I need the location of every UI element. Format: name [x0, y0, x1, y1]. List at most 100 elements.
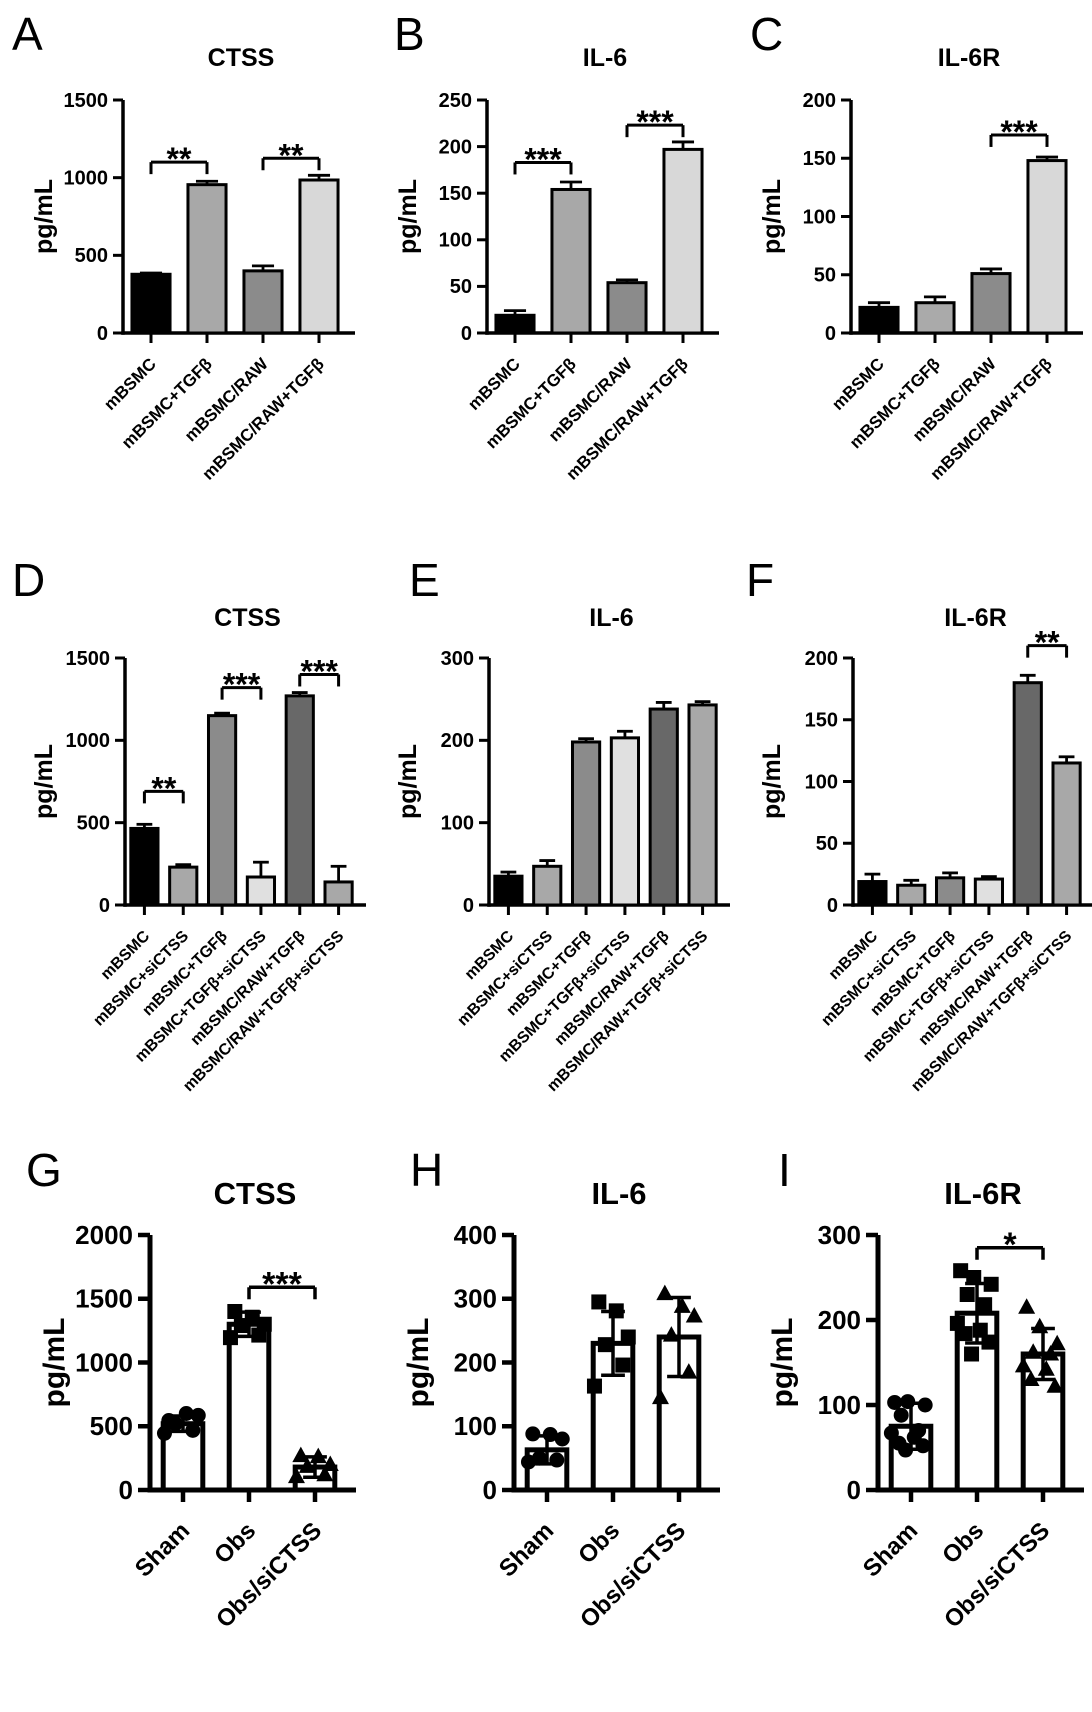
y-tick-label: 2000 [75, 1220, 133, 1250]
bar-mBSMC [494, 313, 536, 335]
bar-mBSMC+TGFβ [570, 740, 602, 907]
bar-mBSMC+TGFβ+siCTSS [609, 736, 641, 907]
data-point-circle [883, 1425, 899, 1441]
y-tick-label: 1000 [75, 1347, 133, 1377]
data-point-square [251, 1327, 267, 1343]
bar-mBSMC [129, 826, 160, 907]
data-point-square [959, 1287, 975, 1302]
panel-letter: B [394, 8, 425, 60]
y-tick-label: 100 [818, 1390, 861, 1420]
y-axis-label: pg/mL [766, 1318, 799, 1408]
y-tick-label: 200 [803, 90, 836, 112]
data-point-triangle [1031, 1317, 1049, 1334]
significance-label: *** [636, 104, 674, 140]
data-point-square [972, 1322, 988, 1338]
panel-title: IL-6 [591, 1176, 646, 1211]
bar-mBSMC/RAW+TGFβ [1026, 159, 1068, 335]
significance-label: *** [1000, 114, 1038, 150]
y-axis-label: pg/mL [38, 1318, 71, 1408]
category-label: Sham [494, 1517, 559, 1582]
significance-label: ** [279, 137, 304, 173]
panel-title: IL-6R [938, 44, 1001, 72]
data-point-triangle [680, 1363, 698, 1379]
bar-mBSMC+TGFβ+siCTSS [973, 877, 1005, 907]
data-point-triangle [316, 1465, 334, 1482]
data-point-square [620, 1329, 636, 1345]
bar-mBSMC+TGFβ+siCTSS [245, 875, 277, 907]
panel-title: IL-6R [944, 1176, 1022, 1211]
significance-label: *** [300, 653, 338, 689]
bar-mBSMC+TGFβ [186, 183, 228, 335]
data-point-triangle [321, 1455, 339, 1471]
bar-mBSMC/RAW+TGFβ [1012, 681, 1043, 907]
bar-mBSMC+TGFβ [550, 187, 592, 335]
y-tick-label: 1000 [64, 167, 109, 189]
category-label: Sham [130, 1517, 195, 1582]
y-tick-label: 200 [441, 730, 474, 752]
panel-E-chart: EIL-6pg/mL0100200300mBSMCmBSMC+siCTSSmBS… [394, 554, 730, 1095]
y-tick-label: 0 [119, 1475, 133, 1505]
y-tick-label: 0 [463, 895, 474, 917]
panel-letter: G [26, 1144, 62, 1196]
panel-letter: E [409, 554, 440, 606]
y-tick-label: 100 [805, 771, 838, 793]
data-point-circle [893, 1407, 909, 1423]
data-point-square [953, 1263, 969, 1279]
data-point-triangle [1014, 1356, 1032, 1373]
bar-mBSMC+TGFβ [934, 876, 966, 907]
data-point-circle [167, 1416, 183, 1432]
data-point-square [233, 1318, 249, 1334]
significance-label: ** [1035, 625, 1060, 661]
data-point-triangle [287, 1467, 305, 1484]
y-tick-label: 500 [77, 812, 110, 834]
panel-letter: D [12, 554, 45, 606]
data-point-triangle [662, 1326, 680, 1342]
figure-panel-H: H IL-6 pg/mL 0 100 200 300 400 Sham Obs Obs/siCTSS [364, 1080, 728, 1712]
y-tick-label: 400 [454, 1220, 497, 1250]
data-point-circle [178, 1406, 194, 1421]
y-tick-label: 0 [827, 895, 838, 917]
y-tick-label: 200 [805, 648, 838, 670]
y-tick-label: 150 [439, 183, 472, 205]
data-point-square [966, 1270, 982, 1285]
bar-mBSMC+TGFβ [206, 714, 238, 907]
data-point-circle [185, 1422, 201, 1438]
y-tick-label: 0 [847, 1475, 861, 1505]
bar-mBSMC [130, 272, 172, 335]
panel-title: CTSS [208, 44, 275, 72]
y-tick-label: 300 [454, 1284, 497, 1314]
data-point-triangle [298, 1457, 316, 1473]
panel-title: IL-6 [583, 44, 627, 72]
y-tick-label: 100 [803, 206, 836, 228]
data-point-triangle [292, 1446, 310, 1463]
y-tick-label: 1500 [64, 90, 109, 112]
figure-panel-C: C IL-6R pg/mL 0 50 100 150 200 mBSMC mBSMC+TGFβ mB… [728, 0, 1092, 540]
y-tick-label: 100 [439, 230, 472, 252]
y-tick-label: 200 [454, 1347, 497, 1377]
y-tick-label: 200 [818, 1305, 861, 1335]
y-tick-label: 200 [439, 136, 472, 158]
y-tick-label: 500 [75, 245, 108, 267]
data-point-circle [525, 1426, 541, 1442]
y-axis-label: pg/mL [394, 179, 422, 254]
data-point-square [615, 1357, 631, 1373]
data-point-circle [520, 1454, 536, 1470]
data-point-triangle [1046, 1377, 1064, 1393]
figure-panel-F: F IL-6R pg/mL 0 50 100 150 200 mBSMC mBSMC+siCTSS… [728, 540, 1092, 1095]
bar-mBSMC/RAW+TGFβ+siCTSS [1051, 761, 1082, 907]
y-tick-label: 50 [450, 276, 472, 298]
data-point-square [957, 1326, 973, 1342]
data-point-triangle [651, 1388, 669, 1405]
figure-panel-D: D CTSS pg/mL 0 500 1000 1500 mBSMC mBSMC+siCTSS m… [0, 540, 366, 1095]
panel-B-chart: B IL-6pg/mL050100150200250mBSMCmBSMC+TGFβ… [394, 8, 719, 484]
y-tick-label: 1500 [75, 1284, 133, 1314]
significance-label: *** [524, 141, 562, 177]
data-point-circle [549, 1452, 565, 1468]
data-point-triangle [309, 1447, 327, 1464]
bar-mBSMC/RAW [606, 281, 648, 335]
data-point-triangle [1022, 1370, 1040, 1386]
category-label: Obs [937, 1517, 989, 1569]
bar-mBSMC [493, 874, 524, 907]
y-axis-label: pg/mL [758, 179, 786, 254]
